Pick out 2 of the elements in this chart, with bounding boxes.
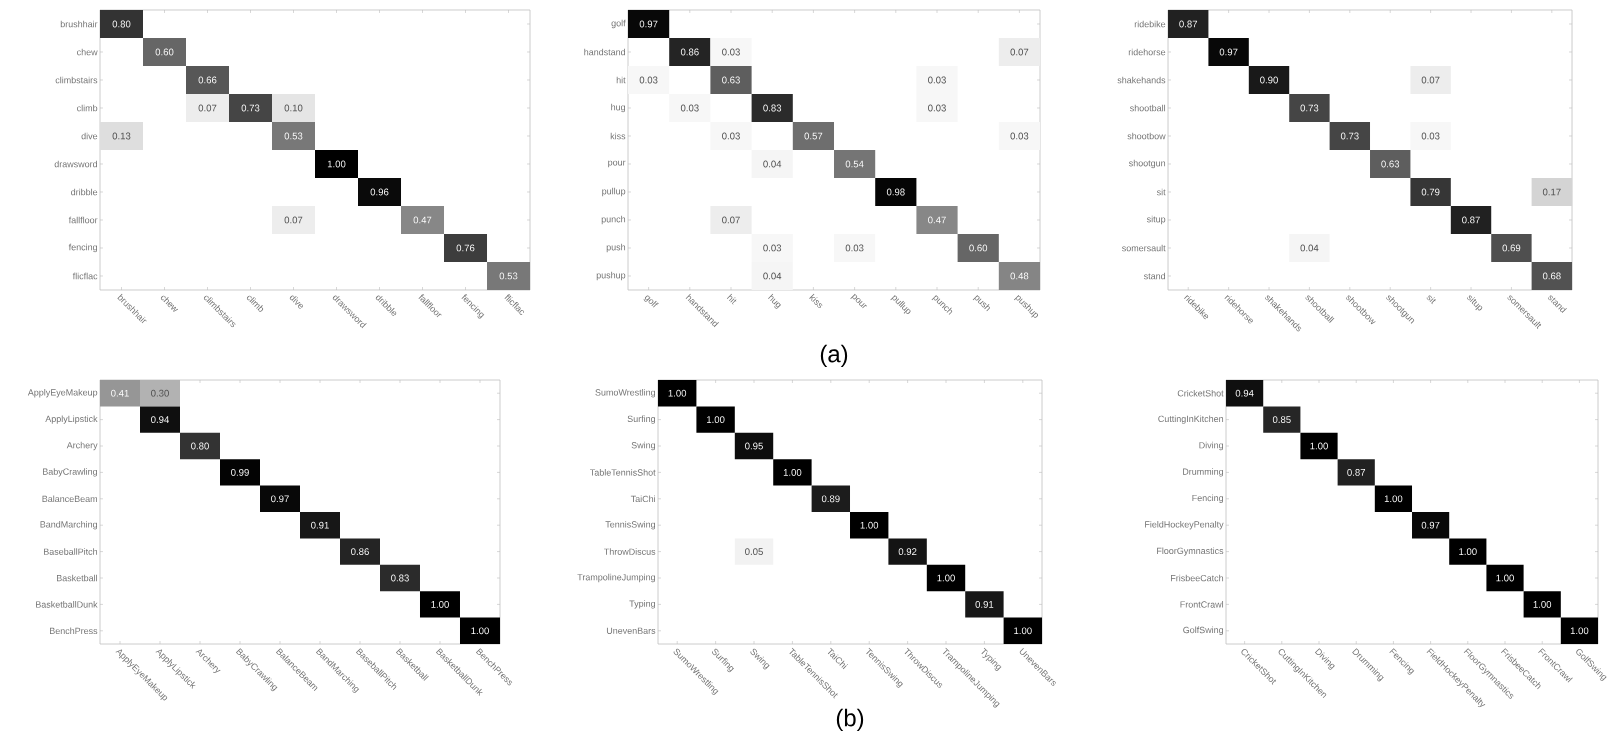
text: (a) [820,344,848,368]
text: (b) [836,708,864,732]
